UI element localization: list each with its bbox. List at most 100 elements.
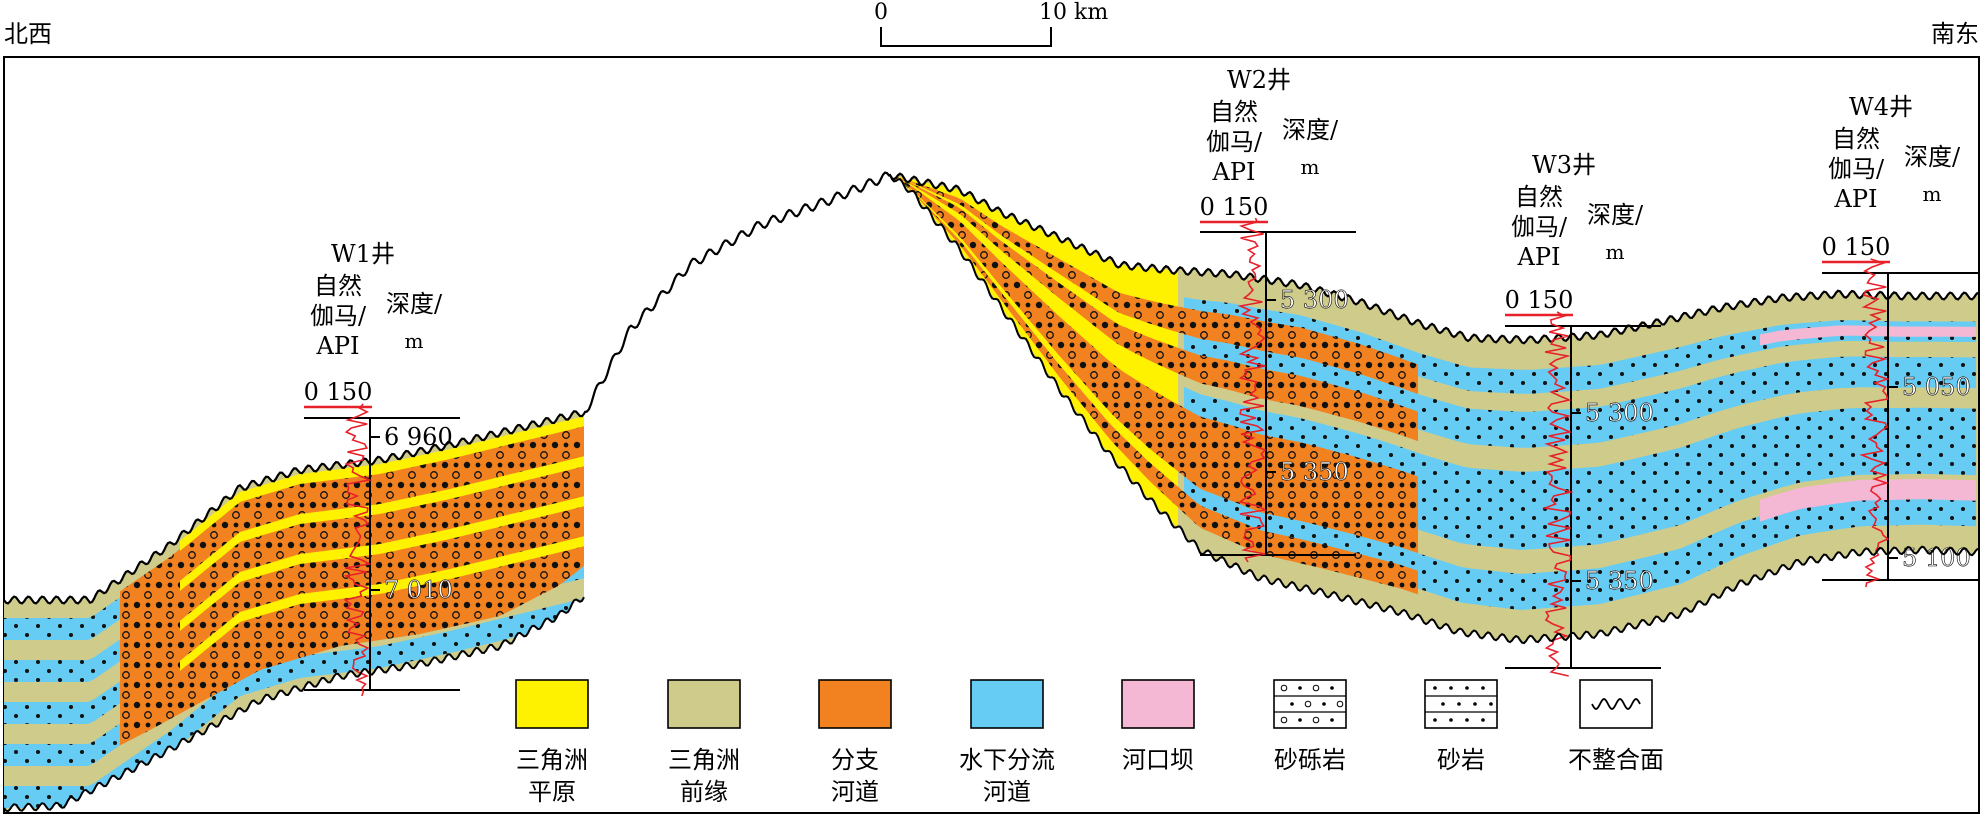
legend-swatch-grain: [1473, 702, 1477, 706]
legend-swatch-grain: [1322, 702, 1326, 706]
api-range: 0 150: [1822, 233, 1891, 261]
right-mouth-bar: [1760, 325, 1976, 346]
legend-label: 砂砾岩: [1274, 746, 1346, 774]
left-base-line: [3, 596, 585, 813]
legend-swatch: [1424, 679, 1498, 729]
legend-swatch-grain: [1298, 686, 1302, 690]
frame: [3, 56, 1980, 814]
depth-header-line: m: [1923, 182, 1942, 206]
curve-header-line: API: [316, 332, 360, 360]
right-mouth-bar: [1760, 478, 1976, 522]
legend-label: 不整合面: [1568, 746, 1664, 774]
gamma-ray-log: [343, 403, 373, 697]
depth-label: 7 010: [384, 576, 453, 604]
well-name: W3井: [1532, 151, 1596, 179]
legend-label: 砂岩: [1437, 746, 1485, 774]
left-delta-plain-stripe: [180, 536, 584, 671]
curve-header-line: 伽马/: [1206, 128, 1263, 156]
legend-swatch: [667, 679, 741, 729]
legend-label: 三角洲: [516, 746, 588, 774]
depth-header-line: m: [405, 329, 424, 353]
legend-label: 前缘: [680, 778, 728, 806]
legend-swatch-grain: [1290, 702, 1294, 706]
legend-swatch: [515, 679, 589, 729]
legend-label: 分支: [831, 746, 879, 774]
legend-swatch-grain: [1481, 686, 1485, 690]
legend-label: 水下分流: [959, 746, 1055, 774]
left-delta-plain-stripe: [180, 416, 584, 551]
curve-header-line: API: [1517, 243, 1561, 271]
depth-label: 5 100: [1902, 544, 1971, 572]
legend-swatch-pebble: [1304, 700, 1312, 708]
curve-header-line: API: [1834, 185, 1878, 213]
depth-header-line: 深度/: [1904, 143, 1961, 171]
right-distributary-channel-gravel: [890, 175, 1418, 442]
legend-swatch-pebble: [1312, 716, 1320, 724]
depth-label: 5 300: [1585, 399, 1654, 427]
api-range: 0 150: [304, 378, 373, 406]
section-left: [4, 411, 584, 812]
legend-label: 河道: [831, 778, 879, 806]
depth-label: 5 300: [1280, 286, 1349, 314]
left-subaqueous-band-dots: [4, 598, 584, 808]
legend-swatch-grain: [1489, 702, 1493, 706]
curve-header-line: 自然: [1515, 183, 1563, 211]
legend-swatch-grain: [1298, 718, 1302, 722]
legend-item-unconformity: 不整合面: [1568, 679, 1664, 774]
left-delta-plain-stripe: [180, 496, 584, 631]
legend-swatch-grain: [1330, 718, 1334, 722]
legend-swatch-wave: [1591, 698, 1641, 710]
legend-item-mouth-bar: 河口坝: [1121, 679, 1195, 774]
legend-swatch-grain: [1481, 718, 1485, 722]
scale-bar-start: 0: [874, 0, 888, 25]
depth-header-line: 深度/: [1282, 116, 1339, 144]
right-base-line: [889, 174, 1979, 645]
curve-header-line: 自然: [1210, 98, 1258, 126]
depth-label: 5 350: [1585, 567, 1654, 595]
legend-swatch-grain: [1330, 686, 1334, 690]
depth-header-line: m: [1606, 240, 1625, 264]
legend-swatch: [970, 679, 1044, 729]
depth-label: 5 350: [1280, 458, 1349, 486]
api-range: 0 150: [1505, 286, 1574, 314]
legend-swatch-pebble: [1336, 700, 1344, 708]
legend-swatch-grain: [1449, 718, 1453, 722]
curve-header-line: 伽马/: [1511, 213, 1568, 241]
api-range: 0 150: [1200, 193, 1269, 221]
legend-label: 河口坝: [1122, 746, 1194, 774]
left-delta-plain-stripe: [180, 456, 584, 591]
curve-header-line: 伽马/: [1828, 155, 1885, 183]
legend-swatch: [1121, 679, 1195, 729]
legend-swatch-grain: [1433, 718, 1437, 722]
curve-header-line: 自然: [1832, 125, 1880, 153]
scale-bar-end: 10 km: [1039, 0, 1108, 25]
legend-swatch: [1273, 679, 1347, 729]
legend-item-sandy-conglomerate: 砂砾岩: [1273, 679, 1347, 774]
legend-swatch-grain: [1457, 702, 1461, 706]
legend-swatch-grain: [1449, 686, 1453, 690]
gamma-ray-log: [1859, 258, 1890, 588]
well-name: W4井: [1849, 93, 1913, 121]
right-delta-plain-wedge: [890, 175, 1178, 528]
corner-label-left: 北西: [4, 20, 52, 48]
depth-label: 5 050: [1902, 373, 1971, 401]
scale-bar: 0 10 km: [874, 0, 1108, 47]
legend-label: 河道: [983, 778, 1031, 806]
depth-label: 6 960: [384, 423, 453, 451]
legend-swatch-grain: [1465, 686, 1469, 690]
legend-swatch-grain: [1441, 702, 1445, 706]
unconformity-line: [3, 171, 1979, 605]
legend-swatch-grain: [1465, 718, 1469, 722]
legend-swatch-pebble: [1280, 684, 1288, 692]
legend-swatch-pebble: [1280, 716, 1288, 724]
